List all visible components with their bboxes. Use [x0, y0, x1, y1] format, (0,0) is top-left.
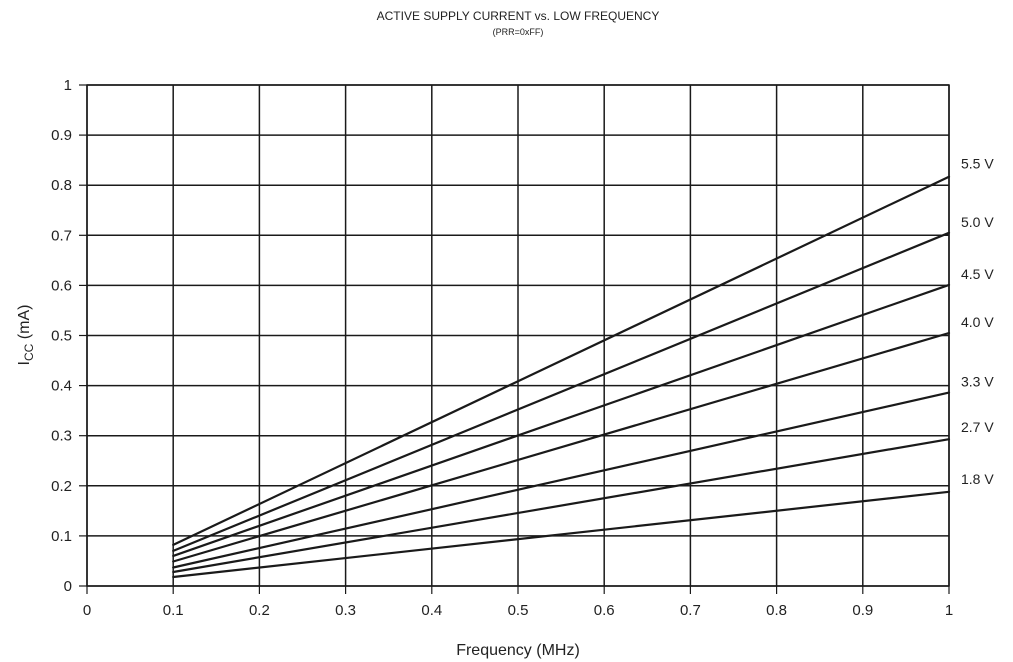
series-label: 4.5 V: [961, 266, 994, 282]
chart-subtitle: (PRR=0xFF): [493, 27, 544, 37]
y-axis-label-subscript: CC: [22, 343, 36, 361]
series-line-1-8-v: [172, 490, 951, 579]
y-tick-label: 0.7: [51, 227, 72, 244]
x-tick-label: 0.7: [680, 602, 701, 619]
y-axis-label: ICC (mA): [16, 305, 36, 366]
y-axis-label-unit: (mA): [16, 305, 33, 344]
y-axis-ticks: 0 0.1 0.2 0.3 0.4 0.5 0.6 0.7 0.8 0.9 1: [51, 77, 87, 595]
y-axis-label-main: I: [16, 361, 33, 365]
x-tick-label: 0.5: [508, 602, 529, 619]
series-label: 4.0 V: [961, 314, 994, 330]
x-tick-label: 0.9: [852, 602, 873, 619]
series-label: 1.8 V: [961, 471, 994, 487]
chart-title: ACTIVE SUPPLY CURRENT vs. LOW FREQUENCY: [377, 9, 660, 23]
y-tick-label: 0.6: [51, 277, 72, 294]
series-line-5-0-v: [172, 231, 951, 553]
x-tick-label: 0.8: [766, 602, 787, 619]
x-axis-ticks: 0 0.1 0.2 0.3 0.4 0.5 0.6 0.7 0.8 0.9 1: [83, 586, 953, 619]
y-tick-label: 1: [64, 77, 72, 94]
x-axis-label: Frequency (MHz): [456, 642, 580, 659]
x-tick-label: 0.3: [335, 602, 356, 619]
y-tick-label: 0.9: [51, 127, 72, 144]
series-line-3-3-v: [172, 391, 951, 569]
x-tick-label: 0.2: [249, 602, 270, 619]
y-tick-label: 0.4: [51, 378, 72, 395]
y-tick-label: 0.8: [51, 177, 72, 194]
series-label: 3.3 V: [961, 374, 994, 390]
y-tick-label: 0.2: [51, 478, 72, 495]
series-label: 5.0 V: [961, 214, 994, 230]
y-tick-label: 0: [64, 578, 72, 595]
x-tick-label: 0.1: [163, 602, 184, 619]
y-tick-label: 0.5: [51, 328, 72, 345]
x-tick-label: 0: [83, 602, 91, 619]
series-line-4-0-v: [172, 331, 951, 563]
series-labels: 5.5 V 5.0 V 4.5 V 4.0 V 3.3 V 2.7 V 1.8 V: [961, 156, 994, 487]
x-tick-label: 1: [945, 602, 953, 619]
y-tick-label: 0.1: [51, 528, 72, 545]
grid-lines: [86, 84, 950, 587]
x-tick-label: 0.6: [594, 602, 615, 619]
series-label: 5.5 V: [961, 156, 994, 172]
x-tick-label: 0.4: [421, 602, 442, 619]
series-line-5-5-v: [172, 175, 951, 547]
series-line-4-5-v: [172, 283, 951, 558]
chart-title-group: ACTIVE SUPPLY CURRENT vs. LOW FREQUENCY …: [377, 9, 660, 37]
series-line-2-7-v: [172, 438, 951, 574]
y-tick-label: 0.3: [51, 428, 72, 445]
series-label: 2.7 V: [961, 419, 994, 435]
series-lines: [172, 175, 951, 579]
